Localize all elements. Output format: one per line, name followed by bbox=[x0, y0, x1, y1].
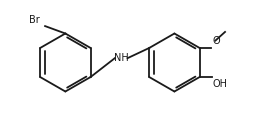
Text: OH: OH bbox=[212, 80, 227, 90]
Text: NH: NH bbox=[113, 53, 128, 63]
Text: Br: Br bbox=[29, 15, 40, 25]
Text: O: O bbox=[212, 36, 219, 46]
